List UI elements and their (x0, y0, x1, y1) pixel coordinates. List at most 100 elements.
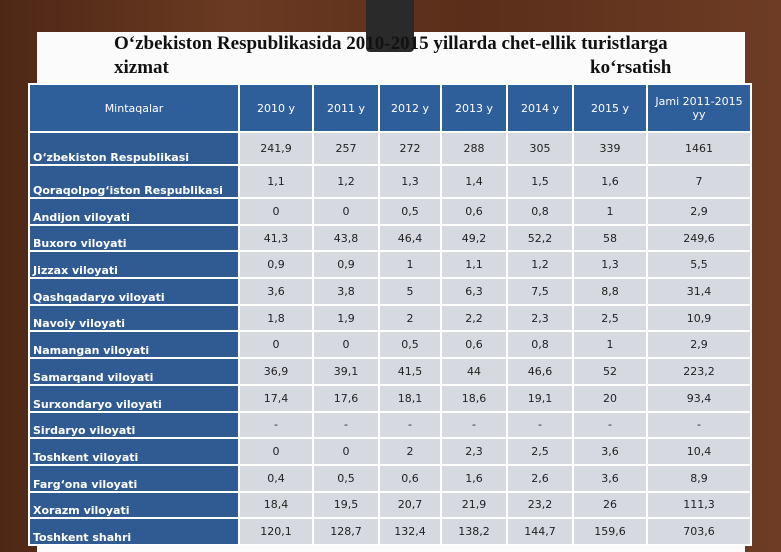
value-cell: 288 (440, 131, 508, 166)
value-cell: 10,9 (646, 303, 752, 333)
value-cell: 46,6 (506, 357, 574, 386)
value-cell: - (572, 410, 648, 440)
region-cell: Sirdaryo viloyati (28, 410, 240, 440)
value-cell: 0,6 (378, 463, 442, 493)
value-cell: 2,3 (506, 303, 574, 333)
value-cell: 1,6 (572, 164, 648, 199)
value-cell: 18,4 (238, 490, 314, 520)
value-cell: 41,3 (238, 223, 314, 253)
title: xizmat (114, 57, 169, 78)
value-cell: 19,5 (312, 490, 380, 520)
region-cell: Navoiy viloyati (28, 303, 240, 333)
value-cell: 46,4 (378, 223, 442, 253)
value-cell: 0,9 (312, 250, 380, 280)
region-cell: O‘zbekiston Respublikasi (28, 131, 240, 166)
value-cell: 120,1 (238, 517, 314, 546)
value-cell: 0,5 (378, 197, 442, 226)
value-cell: 1 (378, 250, 442, 280)
value-cell: 0,9 (238, 250, 314, 280)
value-cell: - (238, 410, 314, 440)
value-cell: 0 (238, 437, 314, 466)
value-cell: 305 (506, 131, 574, 166)
header-cell: Mintaqalar (28, 83, 240, 133)
value-cell: 2 (378, 437, 442, 466)
value-cell: 19,1 (506, 383, 574, 413)
value-cell: 0,6 (440, 330, 508, 360)
value-cell: 223,2 (646, 357, 752, 386)
header-cell: 2013 y (440, 83, 508, 133)
value-cell: 1,1 (440, 250, 508, 280)
value-cell: 10,4 (646, 437, 752, 466)
value-cell: 1 (572, 330, 648, 360)
header-cell: 2011 y (312, 83, 380, 133)
value-cell: 339 (572, 131, 648, 166)
value-cell: 43,8 (312, 223, 380, 253)
value-cell: 1,8 (238, 303, 314, 333)
value-cell: 5,5 (646, 250, 752, 280)
value-cell: 0 (312, 437, 380, 466)
value-cell: - (378, 410, 442, 440)
value-cell: 703,6 (646, 517, 752, 546)
value-cell: 0 (312, 330, 380, 360)
value-cell: 3,8 (312, 277, 380, 306)
value-cell: 111,3 (646, 490, 752, 520)
value-cell: 159,6 (572, 517, 648, 546)
value-cell: 3,6 (238, 277, 314, 306)
value-cell: 5 (378, 277, 442, 306)
value-cell: 2,3 (440, 437, 508, 466)
value-cell: 41,5 (378, 357, 442, 386)
value-cell: 2,2 (440, 303, 508, 333)
header-cell: 2015 y (572, 83, 648, 133)
value-cell: 0 (238, 330, 314, 360)
value-cell: 44 (440, 357, 508, 386)
value-cell: 2,5 (572, 303, 648, 333)
value-cell: - (646, 410, 752, 440)
value-cell: 21,9 (440, 490, 508, 520)
value-cell: 1,3 (378, 164, 442, 199)
value-cell: 249,6 (646, 223, 752, 253)
value-cell: 93,4 (646, 383, 752, 413)
value-cell: 0,8 (506, 330, 574, 360)
clip (366, 0, 414, 52)
value-cell: 128,7 (312, 517, 380, 546)
value-cell: 1,9 (312, 303, 380, 333)
value-cell: 1,6 (440, 463, 508, 493)
value-cell: 1 (572, 197, 648, 226)
value-cell: 0 (238, 197, 314, 226)
value-cell: 1,1 (238, 164, 314, 199)
value-cell: 31,4 (646, 277, 752, 306)
value-cell: 132,4 (378, 517, 442, 546)
value-cell: 7,5 (506, 277, 574, 306)
region-cell: Namangan viloyati (28, 330, 240, 360)
value-cell: 138,2 (440, 517, 508, 546)
value-cell: 8,9 (646, 463, 752, 493)
value-cell: 17,4 (238, 383, 314, 413)
value-cell: 8,8 (572, 277, 648, 306)
value-cell: - (506, 410, 574, 440)
value-cell: 1,2 (506, 250, 574, 280)
region-cell: Qoraqolpog‘iston Respublikasi (28, 164, 240, 199)
value-cell: 2,9 (646, 330, 752, 360)
value-cell: 3,6 (572, 463, 648, 493)
value-cell: 1,3 (572, 250, 648, 280)
region-cell: Andijon viloyati (28, 197, 240, 226)
header-cell: 2014 y (506, 83, 574, 133)
region-cell: Toshkent viloyati (28, 437, 240, 466)
value-cell: 3,6 (572, 437, 648, 466)
region-cell: Buxoro viloyati (28, 223, 240, 253)
value-cell: 52 (572, 357, 648, 386)
value-cell: 257 (312, 131, 380, 166)
value-cell: 36,9 (238, 357, 314, 386)
value-cell: 0,4 (238, 463, 314, 493)
region-cell: Xorazm viloyati (28, 490, 240, 520)
value-cell: 0 (312, 197, 380, 226)
value-cell: 20 (572, 383, 648, 413)
value-cell: 144,7 (506, 517, 574, 546)
value-cell: - (440, 410, 508, 440)
table: Mintaqalar 2010 y 2011 y 2012 y 2013 y 2014 y… (28, 83, 752, 546)
value-cell: 2,9 (646, 197, 752, 226)
value-cell: 272 (378, 131, 442, 166)
value-cell: - (312, 410, 380, 440)
value-cell: 1,2 (312, 164, 380, 199)
value-cell: 49,2 (440, 223, 508, 253)
